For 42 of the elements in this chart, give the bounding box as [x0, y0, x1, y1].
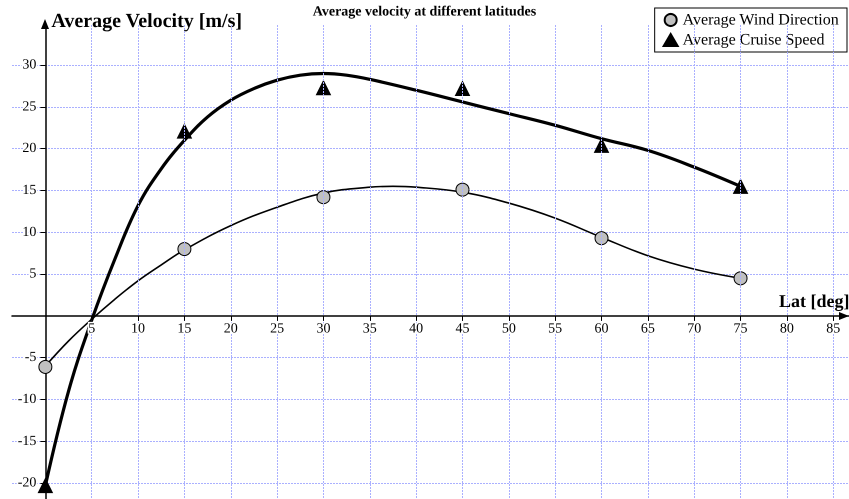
x-tick-label: 85	[826, 321, 840, 336]
point	[734, 271, 748, 286]
point	[594, 231, 609, 246]
point	[38, 360, 52, 374]
legend-label: Average Cruise Speed	[682, 32, 825, 48]
x-tick-label: 35	[362, 321, 377, 336]
x-tick-label: 45	[455, 321, 470, 336]
x-axis-title: Lat [deg]	[779, 290, 849, 311]
x-tick-label: 80	[780, 321, 794, 336]
x-tick-label: 75	[734, 321, 748, 336]
x-tick-label: 65	[640, 321, 655, 336]
y-tick-label: -15	[18, 434, 36, 449]
point	[455, 182, 470, 197]
y-tick-label: -20	[18, 476, 36, 491]
point	[38, 478, 53, 494]
x-tick-label: 55	[548, 321, 562, 336]
x-tick-label: 70	[687, 321, 702, 336]
y-tick-label: -10	[18, 392, 36, 408]
x-tick-label: 25	[270, 321, 284, 336]
x-tick-label: 60	[594, 321, 609, 336]
x-tick-label: 30	[316, 321, 330, 336]
y-tick-label: 30	[22, 58, 36, 73]
y-tick-label: 5	[29, 266, 36, 282]
point	[316, 80, 331, 96]
y-tick-label: 15	[22, 183, 36, 198]
y-tick-label: 25	[22, 99, 36, 114]
x-tick-label: 10	[131, 321, 146, 336]
x-tick-label: 40	[409, 321, 424, 336]
point	[454, 81, 470, 96]
point	[316, 190, 330, 204]
x-tick-label: 15	[177, 321, 192, 336]
legend-label: Average Wind Direction	[682, 12, 839, 28]
chart-title: Average velocity at different latitudes	[312, 4, 537, 20]
y-tick-label: -5	[24, 350, 36, 366]
y-tick-label: 20	[22, 141, 36, 156]
y-axis-title: Average Velocity [m/s]	[51, 10, 242, 32]
point	[176, 124, 192, 139]
x-tick-label: 50	[502, 321, 516, 336]
x-tick-label: 20	[224, 321, 238, 336]
y-tick-label: 10	[22, 224, 36, 240]
point	[733, 178, 748, 194]
point	[177, 242, 192, 256]
